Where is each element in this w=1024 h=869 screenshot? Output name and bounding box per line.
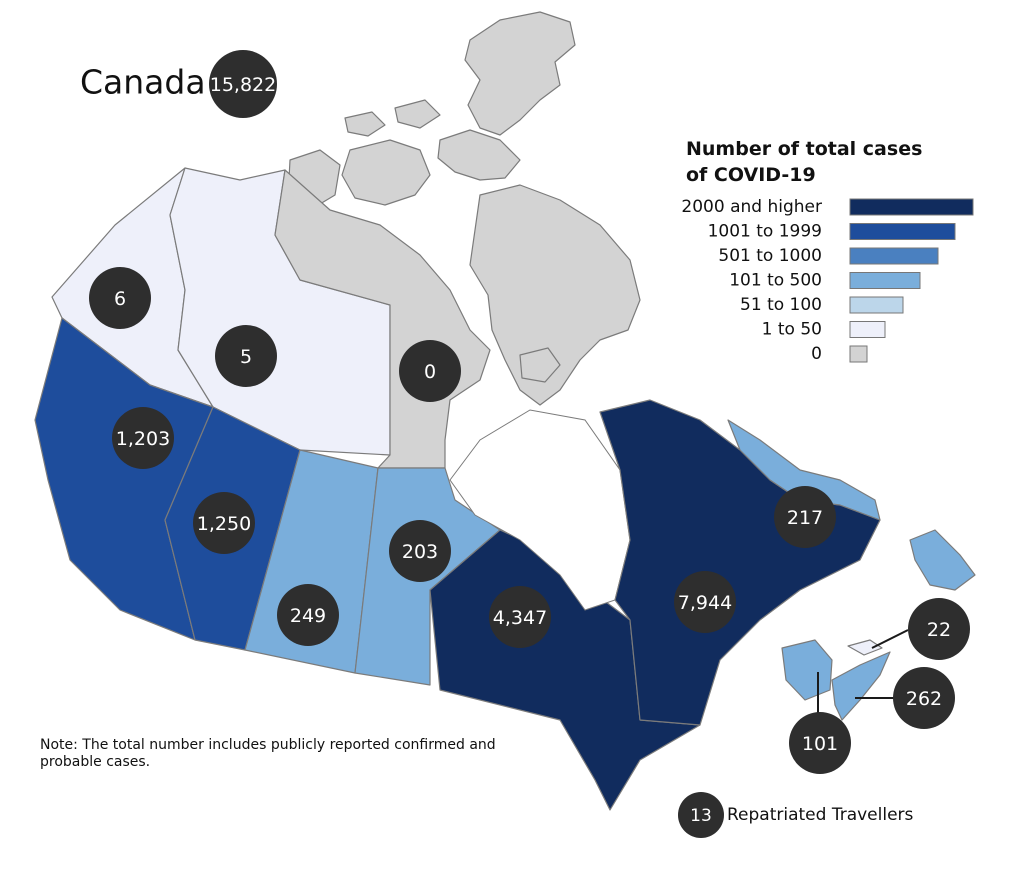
region-nunavut-island-small2 [394, 99, 441, 129]
badge-alberta-label: 1,250 [197, 513, 251, 535]
legend-label-2: 501 to 1000 [718, 246, 822, 266]
note-line1: Note: The total number includes publicly… [40, 737, 496, 753]
legend-label-6: 0 [811, 344, 822, 364]
badge-ontario: 4,347 [489, 586, 551, 648]
region-new-brunswick [781, 639, 833, 701]
legend-title-line2: of COVID-19 [686, 164, 816, 186]
region-nunavut-island-victoria [341, 139, 431, 206]
legend: Number of total cases of COVID-19 2000 a… [681, 138, 974, 364]
badge-quebec: 7,944 [674, 571, 736, 633]
region-british-columbia [34, 317, 214, 641]
badge-nunavut-label: 0 [424, 361, 436, 383]
legend-swatch-3 [849, 272, 921, 289]
badge-manitoba: 203 [389, 520, 451, 582]
badge-manitoba-label: 203 [402, 541, 438, 563]
badge-yukon: 6 [89, 267, 151, 329]
legend-swatch-4 [849, 296, 904, 314]
badge-prince-edward-island: 22 [908, 598, 970, 660]
region-prince-edward-island [847, 639, 883, 656]
legend-label-5: 1 to 50 [762, 320, 822, 340]
legend-swatch-5 [849, 321, 886, 338]
badge-saskatchewan-label: 249 [290, 605, 326, 627]
badge-saskatchewan: 249 [277, 584, 339, 646]
region-nunavut-island-devon [437, 129, 521, 181]
badge-yukon-label: 6 [114, 288, 126, 310]
badge-british-columbia-label: 1,203 [116, 428, 170, 450]
badge-new-brunswick: 101 [789, 712, 851, 774]
region-nunavut-island-southampton [519, 347, 561, 383]
legend-label-3: 101 to 500 [729, 271, 822, 291]
country-total-badge: 15,822 [209, 50, 277, 118]
badge-nova-scotia-label: 262 [906, 688, 942, 710]
region-nunavut-island-ellesmere [464, 11, 576, 136]
travellers-count: 13 [690, 806, 712, 826]
legend-items: 2000 and higher 1001 to 1999 501 to 1000 10… [681, 197, 974, 364]
badge-northwest-territories: 5 [215, 325, 277, 387]
legend-swatch-6 [849, 345, 868, 363]
region-newfoundland-island [909, 529, 976, 591]
legend-swatch-1 [849, 223, 956, 240]
note-line2: probable cases. [40, 754, 150, 770]
badge-northwest-territories-label: 5 [240, 346, 252, 368]
region-nunavut-island-baffin [469, 184, 641, 406]
badge-newfoundland-labrador-label: 217 [787, 507, 823, 529]
legend-title-line1: Number of total cases [686, 138, 922, 160]
region-nova-scotia [831, 651, 891, 721]
leader-line-pei [871, 629, 909, 649]
badge-nova-scotia: 262 [893, 667, 955, 729]
travellers-label: Repatriated Travellers [727, 805, 914, 825]
badge-alberta: 1,250 [193, 492, 255, 554]
badge-new-brunswick-label: 101 [802, 733, 838, 755]
country-name: Canada [80, 63, 206, 102]
badge-quebec-label: 7,944 [678, 592, 732, 614]
badge-british-columbia: 1,203 [112, 407, 174, 469]
badge-nunavut: 0 [399, 340, 461, 402]
legend-label-4: 51 to 100 [740, 295, 822, 315]
legend-swatch-0 [849, 198, 974, 216]
badge-ontario-label: 4,347 [493, 607, 547, 629]
region-nunavut-island-small1 [344, 111, 386, 137]
badge-newfoundland-labrador: 217 [774, 486, 836, 548]
country-total-label: 15,822 [210, 74, 276, 96]
legend-label-1: 1001 to 1999 [708, 222, 822, 242]
legend-swatch-2 [849, 247, 939, 265]
region-newfoundland-labrador [727, 419, 881, 521]
badge-prince-edward-island-label: 22 [927, 619, 951, 641]
legend-label-0: 2000 and higher [681, 197, 822, 217]
travellers-badge: 13 [678, 792, 724, 838]
